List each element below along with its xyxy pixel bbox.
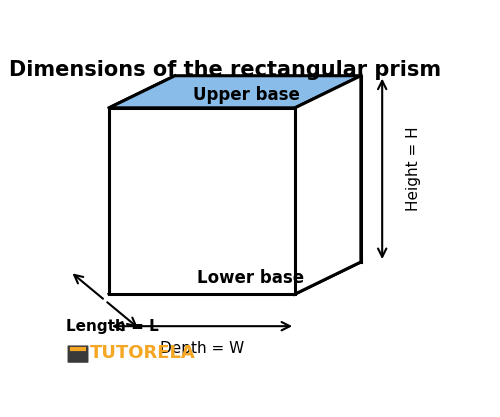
- Polygon shape: [109, 108, 295, 294]
- Text: Height = H: Height = H: [406, 126, 420, 211]
- Text: Lower base: Lower base: [197, 269, 304, 287]
- FancyBboxPatch shape: [68, 345, 88, 363]
- Polygon shape: [109, 76, 361, 108]
- Polygon shape: [109, 262, 361, 294]
- Text: Upper base: Upper base: [193, 86, 300, 104]
- Text: TUTORELA: TUTORELA: [90, 344, 196, 362]
- Text: Depth = W: Depth = W: [160, 341, 244, 356]
- Polygon shape: [295, 76, 361, 294]
- Text: Dimensions of the rectangular prism: Dimensions of the rectangular prism: [9, 60, 442, 80]
- Text: Length = L: Length = L: [66, 319, 159, 334]
